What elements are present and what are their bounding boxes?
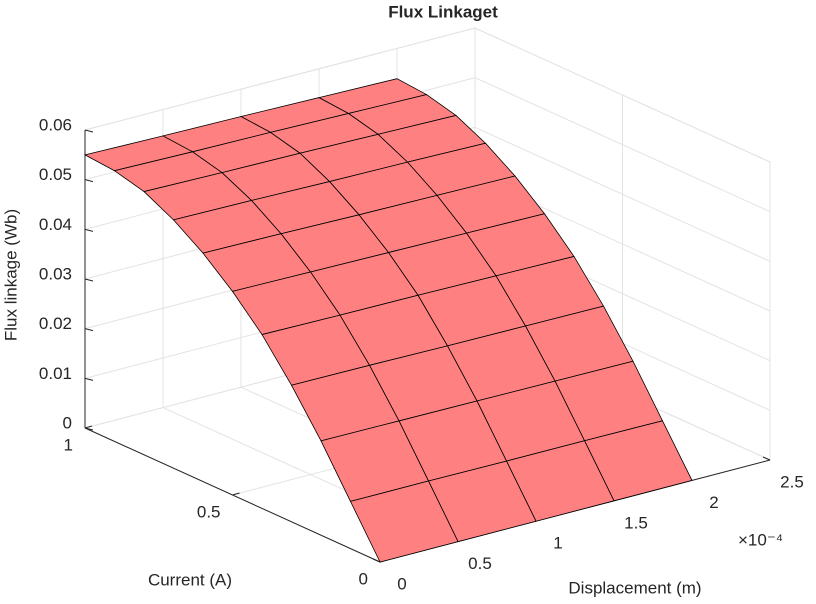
surface-patch xyxy=(349,480,459,563)
y-axis-label: Displacement (m) xyxy=(568,578,701,597)
y-tick xyxy=(762,456,771,461)
y-tick-label: 1 xyxy=(553,534,562,553)
x-tick-label: 0.5 xyxy=(197,502,221,521)
z-tick xyxy=(84,278,94,282)
z-tick-label: 0.04 xyxy=(39,215,72,234)
z-tick-label: 0.05 xyxy=(39,165,72,184)
y-exponent: ×10⁻⁴ xyxy=(738,530,783,549)
z-axis-label: Flux linkage (Wb) xyxy=(1,209,20,341)
z-tick xyxy=(84,129,94,133)
y-tick-label: 2.5 xyxy=(780,472,804,491)
z-tick xyxy=(84,427,94,431)
z-tick xyxy=(84,377,94,381)
z-tick xyxy=(84,228,94,232)
x-tick-label: 0 xyxy=(359,569,368,588)
y-tick-label: 0.5 xyxy=(468,554,492,573)
z-tick-label: 0 xyxy=(63,413,72,432)
z-tick-label: 0.03 xyxy=(39,264,72,283)
z-tick-label: 0.06 xyxy=(39,115,72,134)
x-axis-label: Current (A) xyxy=(148,570,232,589)
y-tick xyxy=(372,558,381,563)
x-tick xyxy=(232,492,240,496)
z-tick xyxy=(84,328,94,332)
y-tick-label: 0 xyxy=(397,574,406,593)
chart-title: Flux Linkaget xyxy=(388,2,498,21)
y-tick-label: 1.5 xyxy=(624,513,648,532)
z-tick-label: 0.02 xyxy=(39,314,72,333)
x-tick xyxy=(84,425,93,429)
y-tick-label: 2 xyxy=(709,493,718,512)
z-tick xyxy=(84,179,94,183)
x-tick-label: 1 xyxy=(64,435,73,454)
z-tick-label: 0.01 xyxy=(39,364,72,383)
